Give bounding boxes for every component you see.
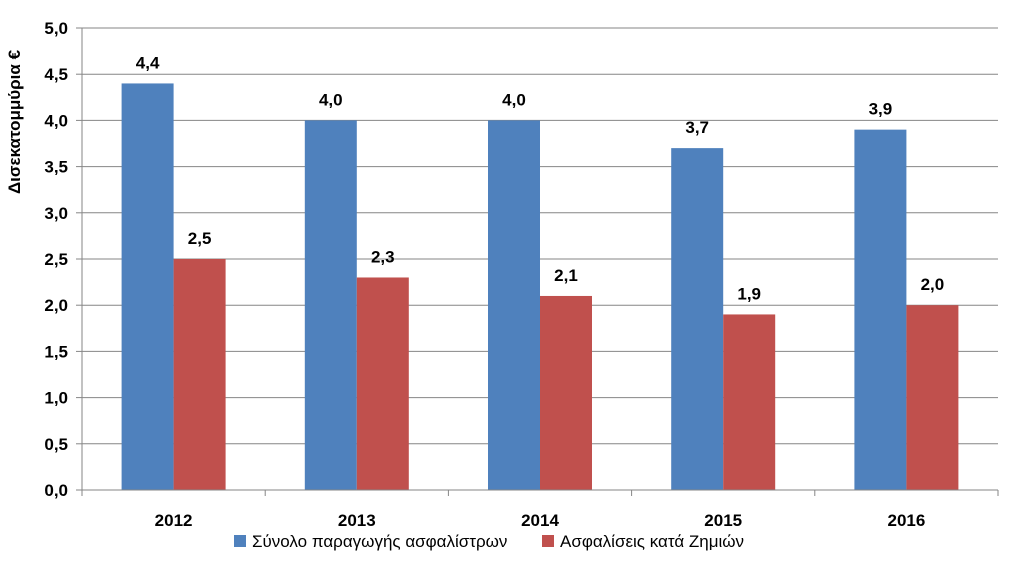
bar-2015-series-2: [723, 314, 776, 490]
bar-2015-series-1: [671, 148, 724, 490]
bar-2012-series-2: [173, 259, 226, 490]
data-label: 2,0: [921, 275, 945, 294]
legend-swatch-series-2: [542, 535, 554, 547]
y-axis-label: Δισεκατομμύρια €: [5, 49, 24, 194]
x-tick-label: 2016: [887, 511, 925, 530]
legend-label-series-2: Ασφαλίσεις κατά Ζημιών: [560, 532, 744, 551]
bars: [121, 83, 959, 491]
legend-swatch-series-1: [234, 535, 246, 547]
y-tick-label: 2,0: [44, 296, 68, 315]
data-label: 2,5: [188, 229, 212, 248]
bar-2013-series-1: [304, 120, 357, 491]
data-label: 4,0: [319, 90, 343, 109]
bar-2014-series-2: [540, 295, 592, 490]
y-tick-label: 1,0: [44, 389, 68, 408]
x-tick-label: 2015: [704, 511, 742, 530]
data-label: 3,9: [869, 100, 893, 119]
y-tick-label: 0,5: [44, 435, 68, 454]
y-tick-label: 3,5: [44, 158, 68, 177]
data-label: 2,1: [554, 266, 578, 285]
bar-2013-series-2: [356, 277, 409, 490]
data-label: 4,4: [136, 53, 160, 72]
bar-2012-series-1: [121, 83, 174, 490]
y-tick-label: 4,5: [44, 65, 68, 84]
data-labels: 4,4 2,5 4,0 2,3 4,0 2,1 3,7 1,9 3,9 2,0: [136, 53, 944, 303]
x-tick-label: 2014: [521, 511, 559, 530]
legend: Σύνολο παραγωγής ασφαλίστρων Ασφαλίσεις κ…: [234, 532, 744, 551]
data-label: 3,7: [685, 118, 709, 137]
bar-2016-series-1: [854, 129, 907, 490]
x-tick-label: 2013: [338, 511, 376, 530]
y-tick-label: 5,0: [44, 19, 68, 38]
bar-2014-series-1: [488, 120, 540, 491]
data-label: 1,9: [737, 284, 761, 303]
x-tick-label: 2012: [155, 511, 193, 530]
y-tick-label: 4,0: [44, 111, 68, 130]
tick-labels: 0,0 0,5 1,0 1,5 2,0 2,5 3,0 3,5 4,0 4,5 5,0 2012 201…: [44, 19, 925, 530]
y-tick-label: 1,5: [44, 342, 68, 361]
axes: [76, 27, 999, 496]
bar-2016-series-2: [906, 305, 959, 490]
data-label: 4,0: [502, 90, 526, 109]
data-label: 2,3: [371, 247, 395, 266]
y-tick-label: 3,0: [44, 204, 68, 223]
y-tick-label: 0,0: [44, 481, 68, 500]
y-tick-label: 2,5: [44, 250, 68, 269]
legend-label-series-1: Σύνολο παραγωγής ασφαλίστρων: [252, 532, 507, 551]
